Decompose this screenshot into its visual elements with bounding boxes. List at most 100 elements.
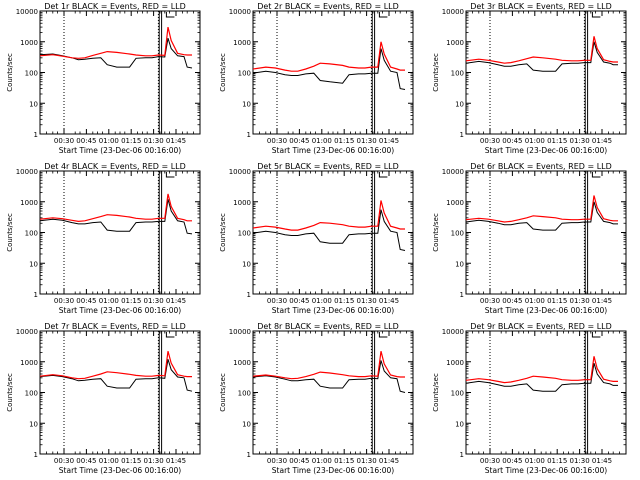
- flare-bracket: [378, 332, 388, 338]
- panel-title: Det 7r BLACK = Events, RED = LLD: [44, 322, 186, 331]
- lld-series-line: [465, 356, 618, 384]
- x-tick-label: 00:45: [289, 137, 309, 145]
- detector-panel-8: Det 8r BLACK = Events, RED = LLD 1 10 100 10…: [219, 322, 414, 475]
- x-tick-label: 00:45: [76, 457, 96, 465]
- y-tick-label: 1000: [446, 359, 464, 367]
- x-tick-label: 00:30: [267, 457, 287, 465]
- x-tick-label: 00:45: [502, 137, 522, 145]
- x-axis-label: Start Time (23-Dec-06 00:16:00): [59, 466, 181, 475]
- y-tick-label: 100: [451, 230, 464, 238]
- x-tick-label: 01:15: [121, 297, 141, 305]
- y-tick-label: 1: [460, 131, 464, 139]
- y-tick-label: 1: [247, 451, 251, 459]
- x-tick-label: 01:00: [312, 297, 332, 305]
- x-tick-label: 00:45: [502, 297, 522, 305]
- x-tick-label: 00:45: [76, 137, 96, 145]
- events-series-line: [39, 38, 193, 69]
- x-tick-label: 01:00: [312, 457, 332, 465]
- x-axis-label: Start Time (23-Dec-06 00:16:00): [59, 306, 181, 315]
- x-tick-label: 01:30: [570, 137, 590, 145]
- detector-panel-1: Det 1r BLACK = Events, RED = LLD 1 10 100 10…: [6, 2, 201, 155]
- x-tick-label: 00:45: [76, 297, 96, 305]
- panel-title: Det 2r BLACK = Events, RED = LLD: [257, 2, 399, 11]
- y-tick-label: 10: [242, 260, 251, 268]
- y-tick-label: 100: [25, 230, 38, 238]
- x-tick-label: 01:45: [379, 297, 399, 305]
- events-series-line: [39, 359, 193, 392]
- y-tick-label: 10000: [229, 8, 251, 16]
- x-tick-label: 01:00: [525, 457, 545, 465]
- panel-title: Det 3r BLACK = Events, RED = LLD: [470, 2, 612, 11]
- x-tick-label: 01:45: [166, 137, 186, 145]
- x-axis-label: Start Time (23-Dec-06 00:16:00): [272, 466, 394, 475]
- x-tick-label: 01:30: [357, 297, 377, 305]
- y-tick-label: 1000: [233, 359, 251, 367]
- y-axis-label: Counts/sec: [219, 213, 227, 252]
- x-tick-label: 00:30: [54, 457, 74, 465]
- y-tick-label: 10000: [16, 328, 38, 336]
- events-series-line: [252, 48, 406, 90]
- lld-series-line: [39, 351, 192, 380]
- events-series-line: [252, 209, 406, 251]
- y-tick-label: 100: [25, 390, 38, 398]
- y-tick-label: 1: [34, 291, 38, 299]
- y-axis-label: Counts/sec: [6, 373, 14, 412]
- events-series-line: [465, 363, 618, 392]
- y-tick-label: 10: [242, 420, 251, 428]
- lld-series-line: [39, 26, 192, 59]
- x-tick-label: 01:45: [166, 457, 186, 465]
- y-axis-label: Counts/sec: [6, 213, 14, 252]
- y-tick-label: 10: [29, 100, 38, 108]
- y-tick-label: 1000: [20, 359, 38, 367]
- flare-bracket: [165, 172, 175, 178]
- flare-bracket: [378, 12, 388, 18]
- y-tick-label: 1000: [233, 199, 251, 207]
- x-tick-label: 01:00: [312, 137, 332, 145]
- detector-panel-4: Det 4r BLACK = Events, RED = LLD 1 10 100 10…: [6, 162, 201, 315]
- x-tick-label: 01:45: [592, 137, 612, 145]
- y-tick-label: 1: [247, 291, 251, 299]
- x-tick-label: 01:30: [144, 297, 164, 305]
- y-axis-label: Counts/sec: [432, 213, 440, 252]
- x-tick-label: 01:45: [592, 297, 612, 305]
- detector-panel-3: Det 3r BLACK = Events, RED = LLD 1 10 100 10…: [432, 2, 627, 155]
- y-tick-label: 1: [34, 451, 38, 459]
- events-series-line: [39, 199, 193, 235]
- x-axis-label: Start Time (23-Dec-06 00:16:00): [59, 146, 181, 155]
- x-tick-label: 00:45: [502, 457, 522, 465]
- x-tick-label: 01:15: [547, 137, 567, 145]
- events-series-line: [465, 41, 618, 72]
- x-tick-label: 01:15: [121, 457, 141, 465]
- x-tick-label: 01:15: [334, 457, 354, 465]
- panel-title: Det 8r BLACK = Events, RED = LLD: [257, 322, 399, 331]
- panel-title: Det 5r BLACK = Events, RED = LLD: [257, 162, 399, 171]
- x-tick-label: 00:30: [267, 297, 287, 305]
- flare-bracket: [591, 332, 601, 338]
- y-tick-label: 1000: [20, 39, 38, 47]
- y-tick-label: 10000: [229, 328, 251, 336]
- y-axis-label: Counts/sec: [432, 53, 440, 92]
- detector-panel-7: Det 7r BLACK = Events, RED = LLD 1 10 100 10…: [6, 322, 201, 475]
- y-tick-label: 10: [455, 260, 464, 268]
- x-tick-label: 01:30: [570, 457, 590, 465]
- y-tick-label: 10000: [16, 8, 38, 16]
- lld-series-line: [465, 36, 618, 64]
- detector-panel-2: Det 2r BLACK = Events, RED = LLD 1 10 100 10…: [219, 2, 414, 155]
- x-axis-label: Start Time (23-Dec-06 00:16:00): [272, 306, 394, 315]
- y-tick-label: 10000: [229, 168, 251, 176]
- detector-panel-6: Det 6r BLACK = Events, RED = LLD 1 10 100 10…: [432, 162, 627, 315]
- y-tick-label: 10: [242, 100, 251, 108]
- x-tick-label: 01:15: [121, 137, 141, 145]
- detector-panel-9: Det 9r BLACK = Events, RED = LLD 1 10 100 10…: [432, 322, 627, 475]
- x-tick-label: 01:45: [379, 457, 399, 465]
- x-tick-label: 01:15: [334, 297, 354, 305]
- lld-series-line: [252, 351, 405, 380]
- y-tick-label: 1000: [233, 39, 251, 47]
- x-tick-label: 01:00: [525, 297, 545, 305]
- y-tick-label: 1000: [446, 199, 464, 207]
- flare-bracket: [591, 12, 601, 18]
- detector-panel-5: Det 5r BLACK = Events, RED = LLD 1 10 100 10…: [219, 162, 414, 315]
- x-tick-label: 01:15: [547, 297, 567, 305]
- y-tick-label: 10: [29, 420, 38, 428]
